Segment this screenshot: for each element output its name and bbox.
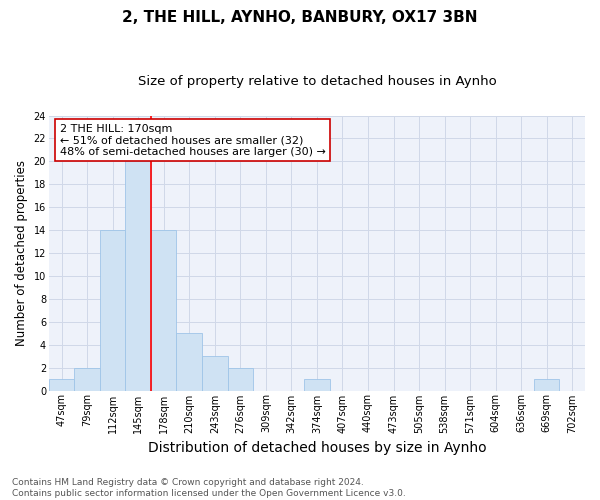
Bar: [227, 368, 253, 390]
Text: 2 THE HILL: 170sqm
← 51% of detached houses are smaller (32)
48% of semi-detache: 2 THE HILL: 170sqm ← 51% of detached hou…: [59, 124, 325, 157]
Text: 2, THE HILL, AYNHO, BANBURY, OX17 3BN: 2, THE HILL, AYNHO, BANBURY, OX17 3BN: [122, 10, 478, 25]
Bar: [176, 333, 202, 390]
Title: Size of property relative to detached houses in Aynho: Size of property relative to detached ho…: [137, 75, 496, 88]
Bar: [100, 230, 125, 390]
Bar: [202, 356, 227, 390]
Bar: [125, 162, 151, 390]
Bar: [304, 379, 329, 390]
Bar: [49, 379, 74, 390]
Bar: [534, 379, 559, 390]
Y-axis label: Number of detached properties: Number of detached properties: [15, 160, 28, 346]
Bar: [74, 368, 100, 390]
Bar: [151, 230, 176, 390]
X-axis label: Distribution of detached houses by size in Aynho: Distribution of detached houses by size …: [148, 441, 486, 455]
Text: Contains HM Land Registry data © Crown copyright and database right 2024.
Contai: Contains HM Land Registry data © Crown c…: [12, 478, 406, 498]
